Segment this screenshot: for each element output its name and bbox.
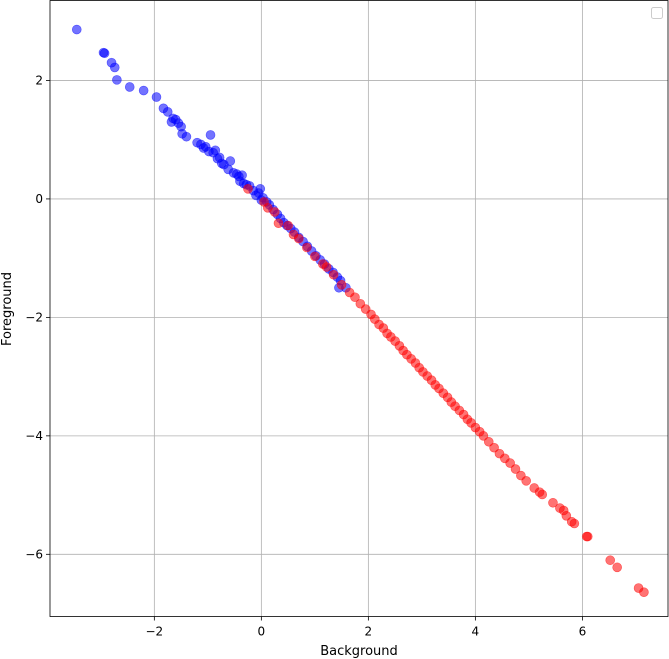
data-point [510,464,521,474]
data-point [283,220,293,231]
data-point [273,218,284,229]
data-point [99,48,110,59]
legend-box [651,7,663,19]
x-tick-label: 6 [579,625,587,639]
data-point [225,156,236,166]
data-point [537,489,548,500]
data-point [350,292,360,303]
data-point [582,531,593,542]
data-point [321,262,332,272]
y-axis-label: Foreground [0,272,15,346]
data-points [71,24,649,598]
y-tick-label: −2 [25,310,43,324]
x-tick-label: 4 [472,625,480,639]
grid [50,0,668,617]
data-point [302,242,312,253]
data-point [569,518,580,529]
data-point [548,497,558,508]
x-tick-label: 0 [258,625,266,639]
data-point [294,233,304,244]
data-point [237,170,247,181]
data-point [336,280,347,290]
series-1 [243,184,649,598]
data-point [255,184,266,194]
data-point [205,130,216,140]
data-point [262,203,273,213]
x-tick-label: −2 [145,625,163,639]
y-tick-label: 0 [35,192,43,206]
data-point [243,184,253,194]
data-point [109,62,120,73]
data-point [181,131,192,142]
data-point [605,555,616,566]
data-point [112,75,122,85]
axis-ticks: −2 0 2 4 6 2 0 −2 −4 −6 [25,73,586,638]
data-point [505,458,515,468]
data-point [639,587,649,598]
data-point [483,436,494,447]
data-point [138,85,149,96]
data-point [561,511,572,521]
data-point [521,476,532,486]
y-tick-label: −4 [25,429,43,443]
x-axis-label: Background [320,644,398,659]
data-point [124,82,135,92]
series-0 [71,24,351,293]
x-tick-label: 2 [365,625,373,639]
data-point [328,269,339,280]
data-point [478,431,489,441]
y-tick-label: −6 [25,547,43,561]
data-point [310,251,320,262]
data-point [489,442,499,453]
plot-frame [49,0,669,617]
data-point [151,92,162,102]
y-tick-label: 2 [35,73,43,87]
data-point [71,24,82,35]
data-point [269,207,280,217]
data-point [612,562,622,573]
data-point [162,107,173,117]
